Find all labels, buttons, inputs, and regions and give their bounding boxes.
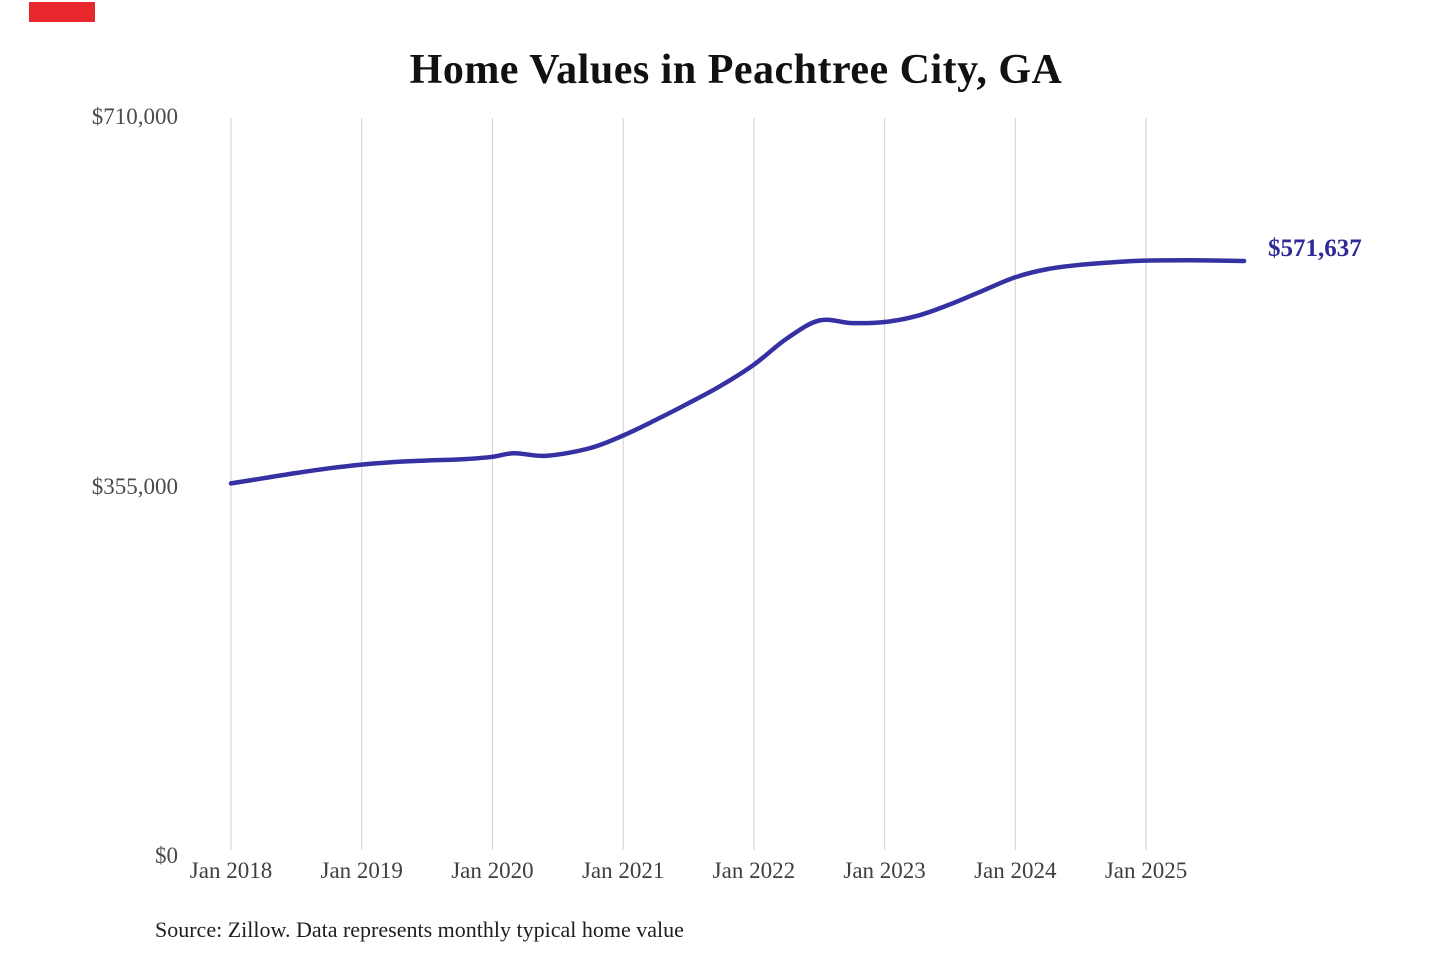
y-axis-tick-label: $0 xyxy=(155,843,178,868)
x-axis-tick-label: Jan 2020 xyxy=(451,858,534,883)
x-axis-tick-label: Jan 2021 xyxy=(581,858,665,883)
red-marker xyxy=(29,2,95,22)
y-axis-tick-label: $710,000 xyxy=(91,104,178,129)
x-axis-tick-label: Jan 2023 xyxy=(843,858,926,883)
source-note: Source: Zillow. Data represents monthly … xyxy=(155,917,684,942)
chart-title: Home Values in Peachtree City, GA xyxy=(409,47,1063,93)
x-axis-tick-label: Jan 2018 xyxy=(189,858,273,883)
x-axis-tick-label: Jan 2024 xyxy=(974,858,1057,883)
current-value-label: $571,637 xyxy=(1268,235,1362,262)
x-axis-tick-label: Jan 2022 xyxy=(712,858,796,883)
x-axis-tick-label: Jan 2025 xyxy=(1104,858,1188,883)
y-axis-tick-label: $355,000 xyxy=(91,473,178,499)
gridlines xyxy=(230,118,1147,850)
home-value-line xyxy=(228,258,1247,486)
x-axis-tick-label: Jan 2019 xyxy=(320,858,403,883)
